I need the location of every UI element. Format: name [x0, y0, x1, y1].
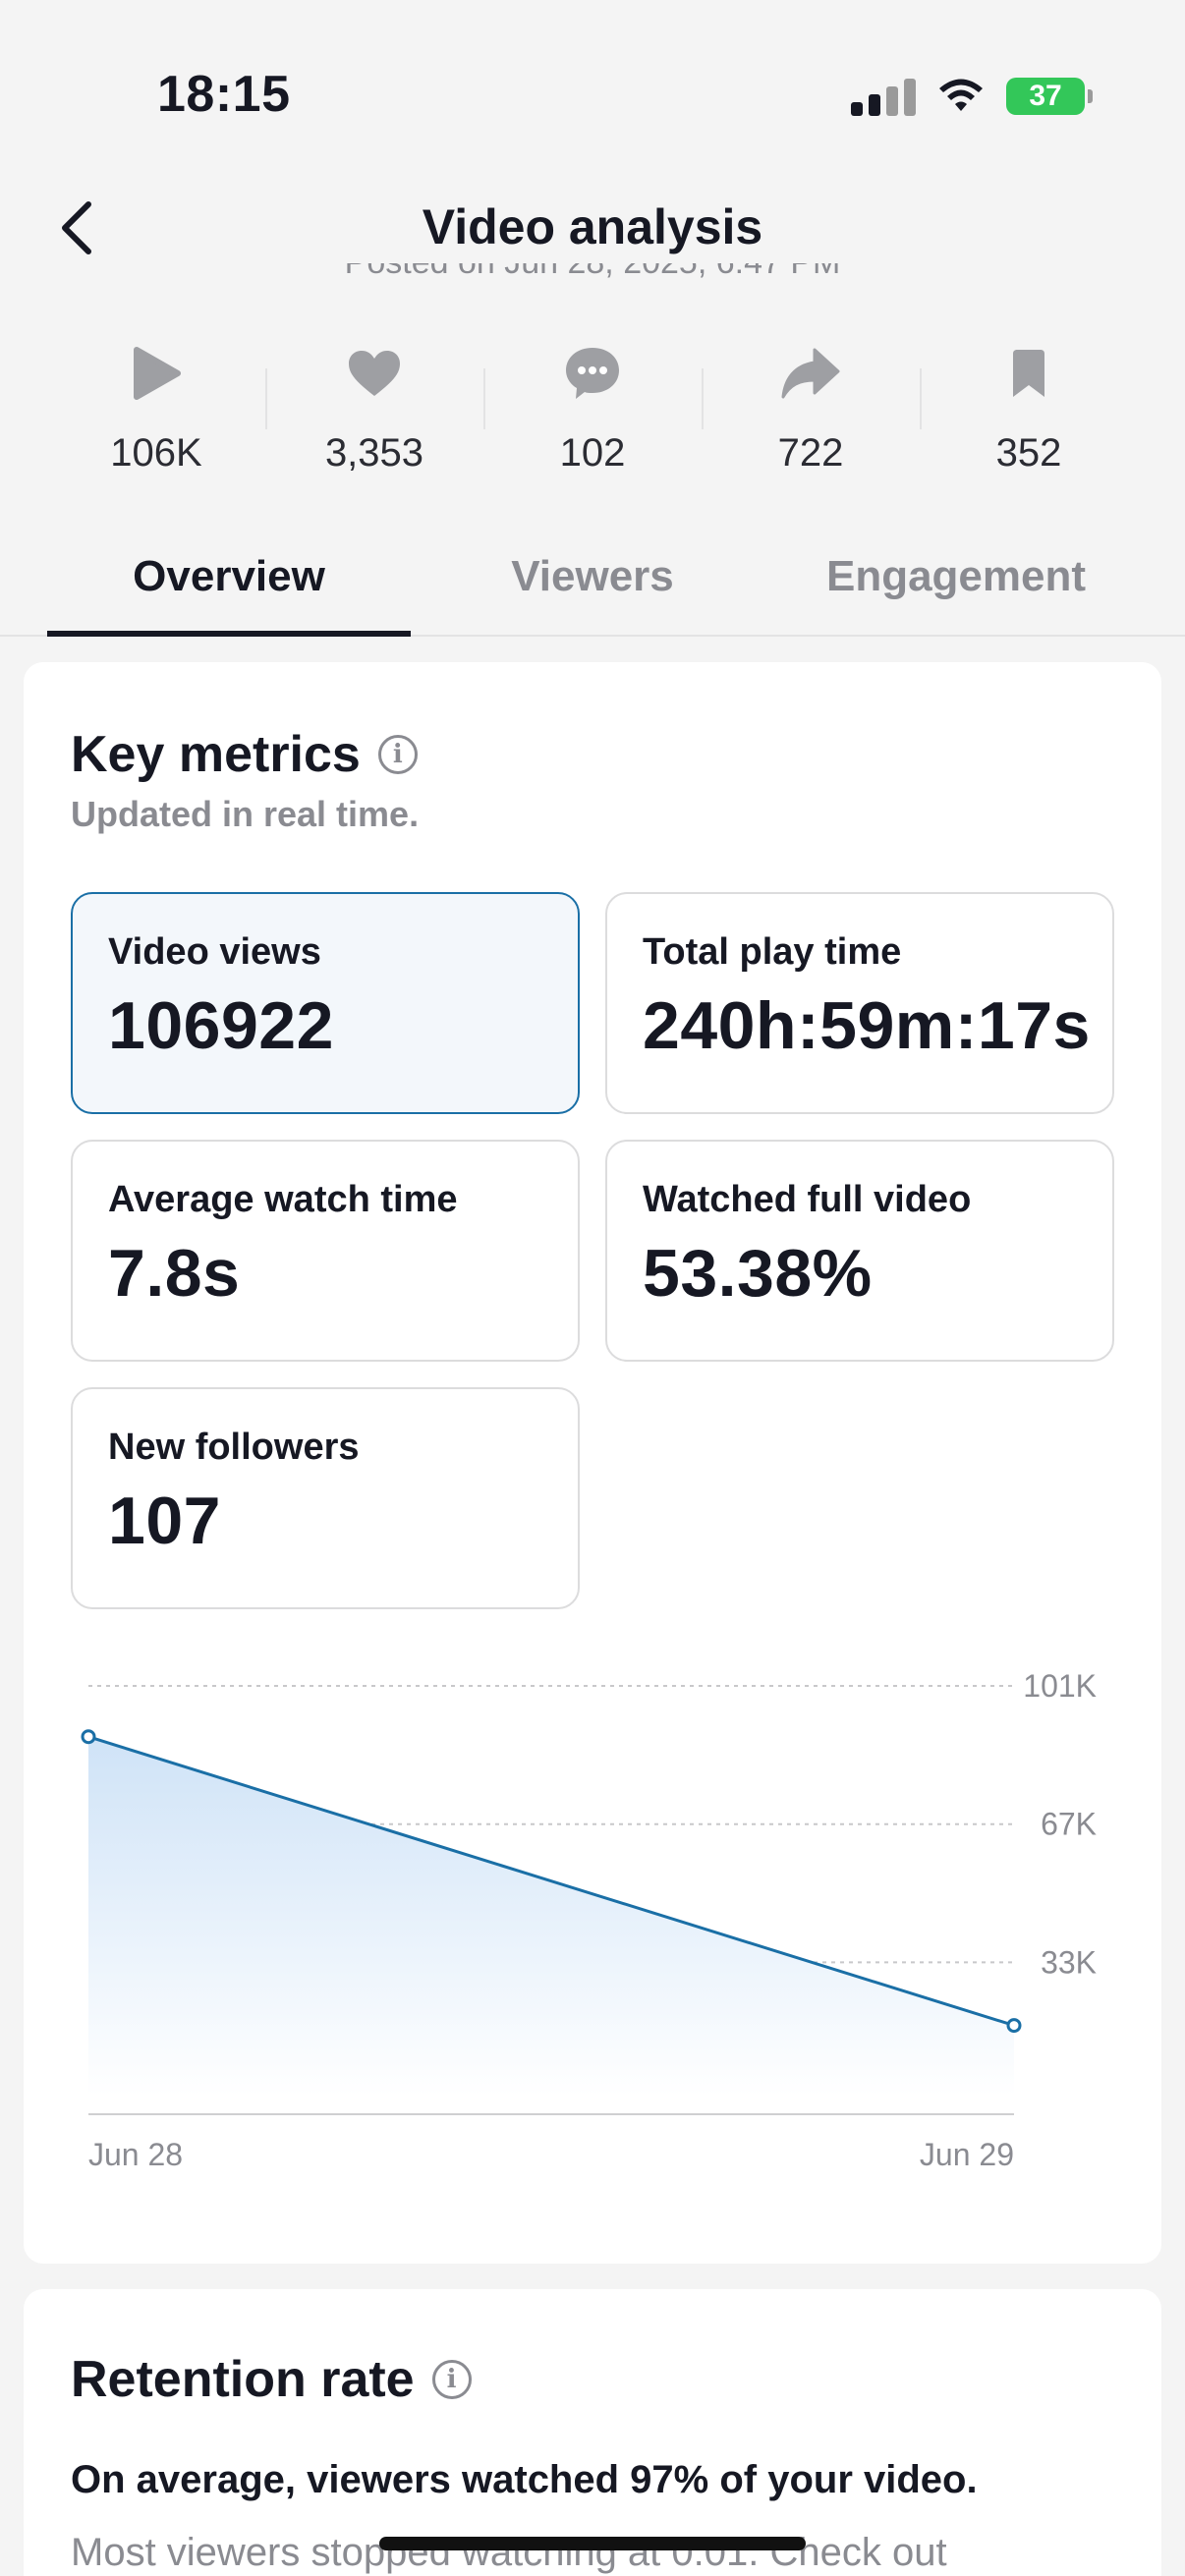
- back-button[interactable]: [39, 191, 114, 265]
- chart-y-tick-label: 101K: [1023, 1668, 1097, 1704]
- tab-bar: Overview Viewers Engagement: [0, 538, 1185, 637]
- posted-date: Posted on Jun 28, 2025, 6:47 PM: [0, 263, 1185, 297]
- tab-overview[interactable]: Overview: [47, 538, 411, 637]
- cellular-signal-icon: [851, 77, 916, 116]
- posted-date-text: Posted on Jun 28, 2025, 6:47 PM: [345, 263, 841, 279]
- metric-value: 107: [108, 1484, 221, 1558]
- chart-x-tick-label: Jun 28: [88, 2137, 183, 2172]
- chart-series-line: [87, 1735, 1015, 2028]
- metric-video-views[interactable]: Video views 106922: [71, 892, 580, 1114]
- header: Video analysis: [0, 177, 1185, 275]
- status-time: 18:15: [157, 66, 291, 123]
- tab-viewers[interactable]: Viewers: [511, 552, 674, 600]
- retention-title: Retention rate: [71, 2351, 415, 2408]
- chart-y-tick-label: 67K: [1041, 1807, 1097, 1842]
- retention-heading: Retention rate i: [71, 2350, 472, 2409]
- comment-icon: [566, 348, 619, 399]
- chart-x-tick-label: Jun 29: [920, 2137, 1014, 2172]
- views-chart-svg: 101K 67K 33K Jun 28 Jun 29: [81, 1668, 1097, 2172]
- metric-total-play-time[interactable]: Total play time 240h:59m:17s: [605, 892, 1114, 1114]
- chart-data-point[interactable]: [81, 1729, 96, 1745]
- status-bar: 18:15 37: [0, 0, 1185, 167]
- play-icon: [134, 347, 181, 400]
- key-metrics-title: Key metrics: [71, 726, 361, 783]
- page-title: Video analysis: [422, 199, 763, 254]
- metric-label: Watched full video: [643, 1179, 972, 1220]
- metric-label: Video views: [108, 931, 321, 973]
- wifi-icon: [939, 79, 983, 111]
- stat-value: 3,353: [324, 431, 424, 475]
- retention-summary: On average, viewers watched 97% of your …: [71, 2458, 978, 2501]
- stat-shares[interactable]: 722: [702, 339, 920, 491]
- metric-new-followers[interactable]: New followers 107: [71, 1387, 580, 1609]
- views-chart: 101K 67K 33K Jun 28 Jun 29: [24, 1645, 1161, 2195]
- stat-value: 722: [777, 431, 844, 475]
- stat-value: 352: [995, 431, 1062, 475]
- stat-comments[interactable]: 102: [483, 339, 702, 491]
- metric-average-watch-time[interactable]: Average watch time 7.8s: [71, 1140, 580, 1362]
- metric-value: 106922: [108, 988, 334, 1063]
- stat-saves[interactable]: 352: [920, 339, 1138, 491]
- stat-value: 102: [559, 431, 626, 475]
- stats-row: 106K 3,353 102 722: [47, 339, 1138, 491]
- key-metrics-subtitle: Updated in real time.: [71, 794, 420, 834]
- metric-watched-full-video[interactable]: Watched full video 53.38%: [605, 1140, 1114, 1362]
- tab-engagement[interactable]: Engagement: [825, 552, 1087, 600]
- battery-level: 37: [1029, 80, 1062, 112]
- share-icon: [781, 348, 840, 399]
- retention-card: Retention rate i On average, viewers wat…: [24, 2289, 1161, 2576]
- bookmark-icon: [1013, 350, 1044, 397]
- chart-data-point[interactable]: [1006, 2018, 1022, 2034]
- heart-icon: [349, 351, 400, 396]
- info-icon[interactable]: i: [431, 2360, 472, 2399]
- metric-value: 7.8s: [108, 1236, 241, 1311]
- info-icon[interactable]: i: [377, 735, 418, 774]
- metric-value: 53.38%: [643, 1236, 873, 1311]
- chart-y-tick-label: 33K: [1041, 1944, 1097, 1980]
- stat-views[interactable]: 106K: [47, 339, 265, 491]
- stat-value: 106K: [110, 431, 202, 475]
- metric-label: Total play time: [643, 931, 902, 973]
- metric-value: 240h:59m:17s: [643, 988, 1091, 1063]
- key-metrics-card: Key metrics i Updated in real time. Vide…: [24, 662, 1161, 2264]
- stat-likes[interactable]: 3,353: [265, 339, 483, 491]
- key-metrics-heading: Key metrics i: [71, 725, 418, 784]
- metric-label: Average watch time: [108, 1179, 458, 1220]
- metric-label: New followers: [108, 1427, 360, 1468]
- status-icons: 37: [851, 77, 1093, 116]
- battery-icon: 37: [1006, 78, 1093, 115]
- chevron-left-icon: [62, 201, 91, 254]
- home-indicator: [379, 2537, 806, 2550]
- chart-area: [88, 1736, 1014, 2097]
